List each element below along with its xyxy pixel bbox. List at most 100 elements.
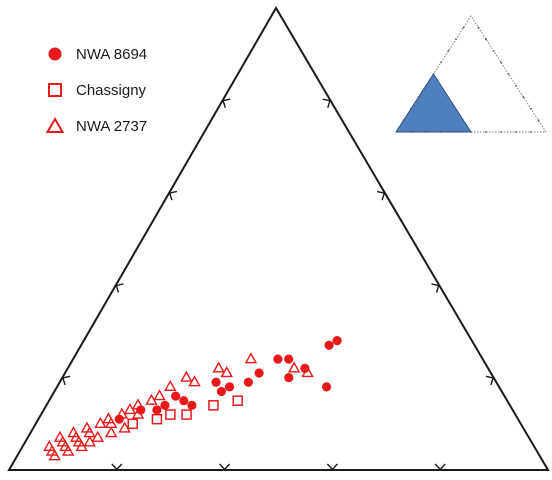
data-point-circle <box>321 382 332 392</box>
data-point-triangle <box>80 421 94 433</box>
inset-tick <box>485 131 487 133</box>
data-point-square <box>165 409 176 420</box>
inset-tick <box>432 73 435 75</box>
inset-tick <box>447 49 450 52</box>
data-point-square <box>127 418 138 430</box>
data-point-circle <box>243 377 253 387</box>
data-point-circle <box>300 363 310 373</box>
data-point-circle <box>254 368 264 378</box>
inset-tick <box>425 84 427 87</box>
data-point-circle <box>211 377 221 387</box>
data-point-triangle <box>72 435 86 447</box>
data-point-triangle <box>287 361 301 373</box>
data-point-circle <box>284 373 294 383</box>
legend: NWA 8694 Chassigny NWA 2737 <box>44 36 214 144</box>
data-point-triangle <box>67 426 80 438</box>
inset-tick <box>440 61 442 64</box>
data-point-circle <box>273 354 283 364</box>
axes <box>7 6 550 471</box>
inset-tick <box>417 96 420 99</box>
data-points <box>43 336 342 461</box>
data-point-triangle <box>53 430 67 442</box>
data-point-triangle <box>59 439 72 452</box>
axis-tick <box>434 463 446 471</box>
axis-tick <box>168 190 178 201</box>
data-point-circle <box>216 386 227 397</box>
axis-tick <box>326 463 338 471</box>
data-point-triangle <box>153 389 166 401</box>
inset-tick <box>402 119 405 122</box>
legend-item-nwa-8694: NWA 8694 <box>44 36 214 72</box>
inset-tick <box>410 131 412 133</box>
inset-tick <box>500 61 502 64</box>
data-point-circle <box>187 400 197 410</box>
axis-tick <box>219 463 231 471</box>
legend-label: Chassigny <box>76 81 147 99</box>
data-point-circle <box>284 354 294 364</box>
data-point-triangle <box>45 444 59 456</box>
open-triangle-icon <box>45 116 65 133</box>
data-point-circle <box>160 400 170 410</box>
axis-tick <box>222 98 231 108</box>
data-point-triangle <box>220 366 233 378</box>
data-point-triangle <box>43 439 56 452</box>
axis-tick <box>115 283 124 293</box>
data-point-circle <box>332 336 342 346</box>
inset-tick <box>530 107 532 110</box>
data-point-circle <box>224 382 235 392</box>
inset-tick <box>410 107 412 110</box>
inset-tick <box>462 26 465 29</box>
data-point-triangle <box>105 426 118 438</box>
inset-tick <box>515 84 517 87</box>
data-point-triangle <box>164 379 177 392</box>
data-point-square <box>181 409 192 420</box>
inset-tick <box>507 73 510 75</box>
legend-item-chassigny: Chassigny <box>44 72 214 108</box>
axis-tick <box>376 190 386 201</box>
data-point-square <box>151 413 163 425</box>
axis-tick <box>111 463 123 471</box>
inset-tick <box>455 38 457 41</box>
data-point-circle <box>179 396 189 406</box>
inset-tick <box>440 131 442 133</box>
axis-tick <box>485 375 494 386</box>
data-point-triangle <box>83 435 96 447</box>
inset-tick <box>530 131 532 133</box>
open-square-icon <box>48 83 62 97</box>
ternary-outline <box>7 6 550 471</box>
inset-tick <box>425 131 427 133</box>
data-point-square <box>208 400 219 411</box>
data-point-triangle <box>188 375 201 387</box>
axis-tick <box>431 283 440 293</box>
data-point-triangle <box>102 412 115 424</box>
inset-tick <box>455 131 457 133</box>
inset-tick <box>492 49 495 52</box>
data-point-triangle <box>91 430 104 442</box>
data-point-triangle <box>301 366 314 378</box>
inset-tick <box>470 131 472 133</box>
data-point-circle <box>171 391 181 401</box>
axis-tick <box>62 375 71 386</box>
inset-tick <box>485 38 487 41</box>
filled-circle-icon <box>48 47 62 61</box>
data-point-triangle <box>131 407 145 419</box>
data-point-square <box>232 395 243 406</box>
inset-tick <box>537 119 540 122</box>
data-point-triangle <box>212 361 225 373</box>
inset-tick <box>500 131 502 133</box>
legend-label: NWA 8694 <box>76 45 148 63</box>
inset-tick <box>522 96 525 99</box>
axis-tick <box>322 98 331 108</box>
inset-highlight <box>395 73 472 133</box>
data-point-circle <box>152 405 162 415</box>
data-point-circle <box>324 340 334 350</box>
data-point-triangle <box>180 370 193 382</box>
data-point-circle <box>114 414 124 424</box>
inset-tick <box>477 26 480 29</box>
data-point-triangle <box>118 421 131 433</box>
inset-triangle <box>395 15 547 133</box>
legend-label: NWA 2737 <box>76 117 148 135</box>
legend-item-nwa-2737: NWA 2737 <box>44 108 214 144</box>
inset-tick <box>515 131 517 133</box>
